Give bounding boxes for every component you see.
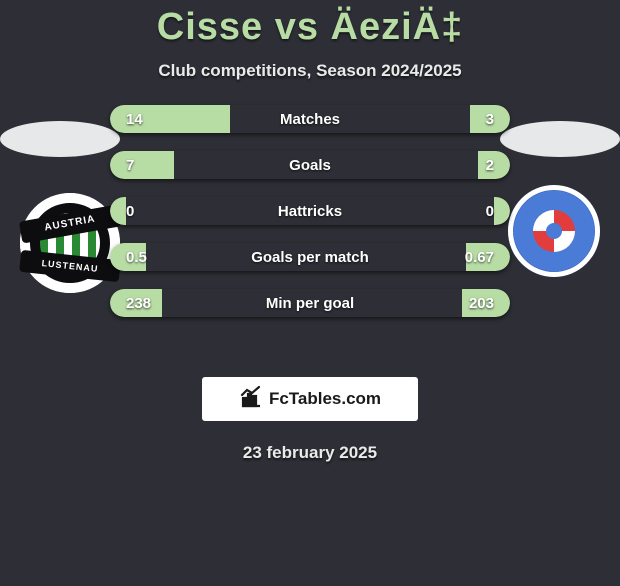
stat-bar: 0.50.67Goals per match bbox=[110, 243, 510, 271]
stat-bar: 72Goals bbox=[110, 151, 510, 179]
ellipse-right bbox=[500, 121, 620, 157]
stat-bars: 143Matches 72Goals 00Hattricks 0.50.67Goals… bbox=[110, 105, 510, 317]
chart-icon bbox=[239, 385, 263, 414]
page-title: Cisse vs ÄeziÄ‡ bbox=[0, 6, 620, 49]
club-badge-right bbox=[508, 185, 600, 277]
stat-bar: 00Hattricks bbox=[110, 197, 510, 225]
bar-label: Min per goal bbox=[110, 295, 510, 312]
club-badge-left: AUSTRIA LUSTENAU bbox=[20, 193, 120, 293]
bar-label: Matches bbox=[110, 111, 510, 128]
stat-bar: 143Matches bbox=[110, 105, 510, 133]
brand-box: FcTables.com bbox=[202, 377, 418, 421]
ellipse-left bbox=[0, 121, 120, 157]
bar-label: Goals bbox=[110, 157, 510, 174]
comparison-arena: AUSTRIA LUSTENAU 143Matches 72Goals 00Hatt… bbox=[0, 105, 620, 355]
brand-label: FcTables.com bbox=[269, 389, 381, 409]
bar-label: Hattricks bbox=[110, 203, 510, 220]
bar-label: Goals per match bbox=[110, 249, 510, 266]
stat-bar: 238203Min per goal bbox=[110, 289, 510, 317]
subtitle: Club competitions, Season 2024/2025 bbox=[0, 61, 620, 81]
date-label: 23 february 2025 bbox=[0, 443, 620, 463]
